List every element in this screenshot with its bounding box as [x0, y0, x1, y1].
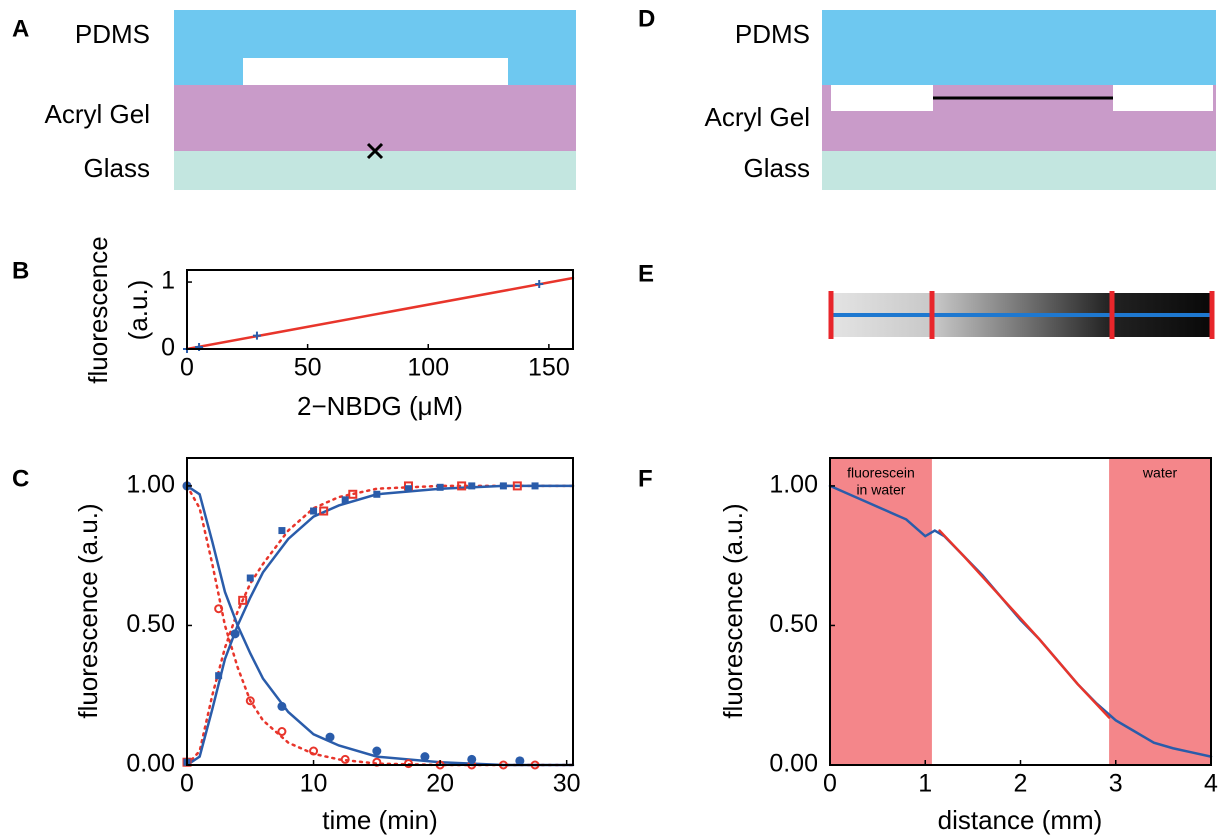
y-tick-label: 0.50 — [126, 610, 175, 638]
glass-layer — [822, 151, 1216, 190]
y-tick-label: 1.00 — [769, 471, 818, 499]
y-axis-label: fluorescence (a.u.) — [73, 503, 103, 718]
marker — [373, 491, 380, 498]
region-label: in water — [856, 482, 905, 498]
shaded-region — [1109, 458, 1211, 765]
shaded-region — [830, 458, 932, 765]
marker — [535, 280, 543, 288]
gel-layer — [174, 85, 576, 151]
panel-label: B — [12, 257, 29, 284]
x-axis-label: distance (mm) — [938, 805, 1103, 835]
marker — [467, 755, 476, 764]
fit-line — [187, 278, 573, 349]
marker — [253, 332, 261, 340]
fit-line — [940, 531, 1110, 718]
figure: A PDMS Acryl Gel Glass D PDMS Acryl Gel … — [0, 0, 1220, 839]
marker — [468, 482, 475, 489]
x-tick-label: 30 — [553, 770, 581, 798]
marker — [310, 508, 317, 515]
x-tick-label: 50 — [294, 354, 322, 382]
fit-line — [187, 486, 573, 765]
y-tick-label: 0.00 — [126, 750, 175, 778]
x-tick-label: 100 — [407, 354, 449, 382]
marker — [278, 527, 285, 534]
marker — [277, 702, 286, 711]
marker — [437, 484, 444, 491]
fit-line — [187, 486, 573, 765]
x-axis-label: 2−NBDG (μM) — [297, 391, 463, 421]
x-tick-label: 3 — [1109, 770, 1123, 798]
marker — [532, 482, 539, 489]
x-tick-label: 4 — [1204, 770, 1218, 798]
x-tick-label: 10 — [300, 770, 328, 798]
y-tick-label: 0.50 — [769, 610, 818, 638]
panel-label: D — [638, 5, 655, 32]
y-tick-label: 0.00 — [769, 750, 818, 778]
x-axis-label: time (min) — [322, 805, 438, 835]
layer-label: Acryl Gel — [45, 99, 150, 129]
marker — [247, 575, 254, 582]
marker — [405, 485, 412, 492]
region-label: water — [1142, 465, 1178, 481]
x-tick-label: 20 — [426, 770, 454, 798]
x-tick-label: 1 — [918, 770, 932, 798]
marker — [420, 752, 429, 761]
marker — [231, 629, 240, 638]
layer-label: PDMS — [735, 19, 810, 49]
channel — [831, 85, 933, 111]
panel-label: C — [12, 465, 29, 492]
panel-label: F — [638, 465, 653, 492]
y-axis-label: fluorescence — [83, 236, 113, 383]
panel-label: A — [12, 15, 29, 42]
x-tick-label: 0 — [823, 770, 837, 798]
glass-layer — [174, 151, 576, 190]
panel-label: E — [638, 260, 654, 287]
y-tick-label: 0 — [161, 334, 175, 362]
y-tick-label: 1.00 — [126, 471, 175, 499]
marker — [278, 728, 285, 735]
x-tick-label: 150 — [528, 354, 570, 382]
x-tick-label: 2 — [1014, 770, 1028, 798]
marker — [326, 733, 335, 742]
marker — [515, 756, 524, 765]
layer-label: Acryl Gel — [705, 102, 810, 132]
channel — [1113, 85, 1213, 111]
y-axis-label: fluorescence (a.u.) — [718, 503, 748, 718]
marker — [342, 496, 349, 503]
layer-label: Glass — [744, 153, 810, 183]
marker — [372, 747, 381, 756]
layer-label: PDMS — [75, 19, 150, 49]
pdms-layer — [822, 10, 1216, 85]
marker — [500, 482, 507, 489]
x-tick-label: 0 — [180, 770, 194, 798]
marker — [215, 672, 222, 679]
layer-label: Glass — [84, 153, 150, 183]
y-tick-label: 1 — [161, 267, 175, 295]
x-tick-label: 0 — [180, 354, 194, 382]
y-axis-label: (a.u.) — [123, 280, 153, 341]
fit-line — [187, 486, 573, 765]
fit-line — [187, 486, 573, 765]
region-label: fluorescein — [847, 465, 915, 481]
channel — [243, 58, 508, 85]
